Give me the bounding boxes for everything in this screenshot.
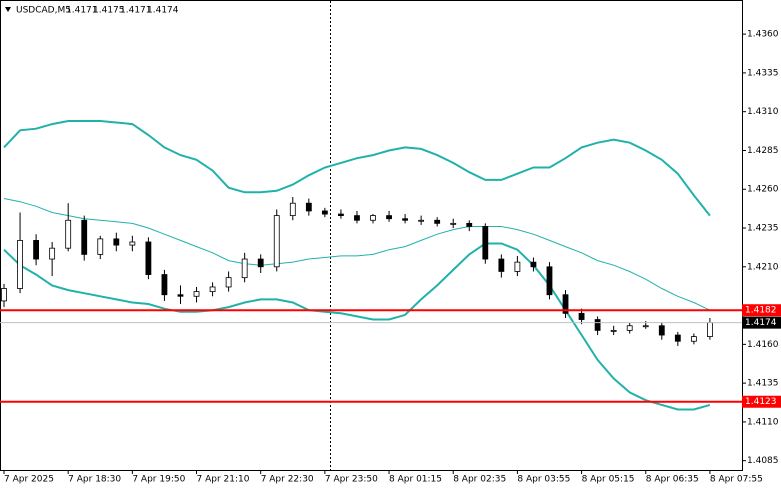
candle-body — [370, 215, 376, 221]
candle-body — [434, 219, 441, 224]
candle-body — [65, 219, 72, 249]
price-label-box — [742, 395, 781, 408]
x-tick-label: 8 Apr 07:55 — [710, 475, 763, 485]
y-tick-label: 1.4335 — [747, 68, 779, 78]
x-tick-label: 8 Apr 05:15 — [582, 475, 635, 485]
price-label: 1.4123 — [745, 397, 777, 407]
candle-body — [1, 288, 7, 302]
y-tick-label: 1.4160 — [747, 340, 779, 350]
open: 1.4171 — [66, 6, 98, 16]
candle-body — [289, 202, 296, 217]
candle-body — [305, 202, 312, 212]
candle-body — [354, 215, 360, 221]
candle-body — [161, 274, 168, 296]
candle-body — [658, 325, 665, 336]
y-tick-label: 1.4085 — [747, 456, 779, 466]
bollinger-band — [3, 242, 711, 411]
y-tick-label: 1.4260 — [747, 185, 779, 195]
y-tick-label: 1.4360 — [747, 30, 779, 40]
symbol: USDCAD,M5 — [16, 6, 71, 16]
candle-body — [626, 325, 633, 331]
candle-body — [338, 213, 344, 217]
candle-body — [674, 334, 681, 342]
candle-body — [321, 210, 328, 215]
candle-body — [49, 247, 56, 260]
high: 1.4175 — [93, 6, 125, 16]
candle-body — [17, 240, 23, 289]
candle-body — [209, 286, 216, 293]
candle-body — [257, 258, 264, 268]
candle-body — [498, 258, 505, 272]
x-tick-label: 7 Apr 2025 — [4, 475, 54, 485]
close: 1.4174 — [147, 6, 179, 16]
bollinger-band — [3, 198, 711, 311]
x-tick-label: 7 Apr 19:50 — [132, 475, 185, 485]
y-tick-label: 1.4285 — [747, 146, 779, 156]
candle-body — [113, 238, 120, 246]
price-label-box — [742, 304, 781, 317]
candle-body — [33, 240, 39, 260]
candle-body — [562, 294, 569, 314]
x-tick-label: 8 Apr 03:55 — [517, 475, 570, 485]
candle-body — [402, 218, 408, 221]
candle-body — [546, 266, 553, 296]
candle-body — [386, 215, 392, 220]
candle-body — [594, 319, 601, 331]
candle-body — [241, 258, 248, 279]
y-tick-label: 1.4210 — [747, 262, 779, 272]
candle-body — [193, 291, 200, 297]
candle-body — [129, 241, 136, 246]
candle-body — [97, 238, 104, 255]
y-tick-label: 1.4135 — [747, 379, 779, 389]
candle-body — [707, 322, 713, 338]
x-tick-label: 7 Apr 22:30 — [261, 475, 314, 485]
price-label-box — [742, 316, 781, 329]
candle-body — [145, 241, 152, 275]
low: 1.4171 — [120, 6, 152, 16]
candle-body — [450, 222, 457, 225]
candle-body — [418, 219, 425, 222]
candle-body — [225, 277, 232, 288]
x-tick-label: 7 Apr 18:30 — [68, 475, 121, 485]
menu-triangle[interactable] — [5, 7, 11, 12]
candle-body — [642, 325, 649, 328]
candle-body — [466, 222, 473, 227]
x-tick-label: 8 Apr 01:15 — [389, 475, 442, 485]
x-tick-label: 8 Apr 02:35 — [453, 475, 506, 485]
candle-body — [273, 215, 280, 268]
y-tick-label: 1.4235 — [747, 224, 779, 234]
candle-body — [690, 336, 697, 342]
x-tick-label: 7 Apr 21:10 — [197, 475, 250, 485]
candle-body — [81, 219, 88, 255]
candle-body — [177, 294, 184, 297]
x-tick-label: 8 Apr 06:35 — [646, 475, 699, 485]
y-tick-label: 1.4110 — [747, 417, 779, 427]
price-label: 1.4174 — [745, 318, 777, 328]
plot-frame — [0, 0, 743, 471]
candle-body — [514, 261, 521, 272]
candle-body — [482, 226, 489, 260]
candle-body — [610, 329, 617, 332]
x-tick-label: 7 Apr 23:50 — [325, 475, 378, 485]
price-label: 1.4182 — [745, 306, 777, 316]
y-tick-label: 1.4310 — [747, 107, 779, 117]
candle-body — [578, 312, 585, 320]
candle-body — [530, 261, 537, 268]
bollinger-band — [3, 120, 711, 217]
